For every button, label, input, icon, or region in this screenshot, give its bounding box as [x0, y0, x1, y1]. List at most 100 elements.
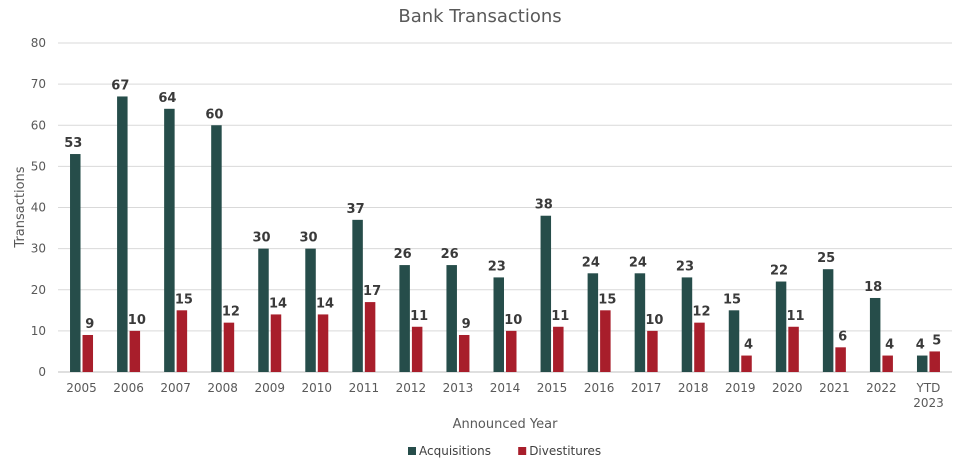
y-tick-label: 10: [31, 324, 46, 338]
legend-swatch-divestitures: [518, 447, 527, 455]
bar-acquisitions: [587, 273, 599, 372]
data-label: 11: [410, 309, 428, 324]
x-tick-label: 2008: [207, 381, 238, 395]
data-label: 4: [885, 338, 894, 353]
bar-divestitures: [82, 334, 94, 372]
y-tick-label: 80: [31, 36, 46, 50]
bar-acquisitions: [117, 96, 128, 373]
bar-divestitures: [694, 322, 705, 372]
x-tick-label: 2005: [66, 381, 97, 395]
data-label: 64: [158, 91, 176, 106]
data-label: 10: [645, 313, 663, 328]
bar-acquisitions: [305, 248, 316, 372]
y-tick-label: 30: [31, 242, 46, 256]
data-label: 11: [787, 309, 805, 324]
x-tick-label: 2013: [443, 381, 474, 395]
bar-acquisitions: [540, 215, 552, 372]
legend: Acquisitions Divestitures: [408, 444, 601, 458]
bar-acquisitions: [258, 248, 269, 372]
bar-acquisitions: [822, 269, 834, 372]
data-label: 5: [932, 333, 941, 348]
data-label: 22: [770, 264, 788, 279]
data-label: 4: [916, 338, 925, 353]
data-label: 6: [838, 329, 847, 344]
y-tick-label: 40: [31, 201, 46, 215]
bar-acquisitions: [70, 154, 81, 372]
data-label: 26: [441, 247, 459, 262]
data-label: 12: [222, 305, 240, 320]
y-tick-label: 20: [31, 283, 46, 297]
x-tick-label: 2006: [113, 381, 144, 395]
x-tick-label: 2007: [160, 381, 191, 395]
bar-acquisitions: [211, 125, 222, 372]
data-label: 4: [744, 338, 753, 353]
x-tick-label: 2010: [302, 381, 333, 395]
data-label: 11: [551, 309, 569, 324]
data-label: 18: [864, 280, 882, 295]
bar-divestitures: [553, 326, 564, 372]
bar-acquisitions: [352, 219, 363, 372]
x-tick-label: 2009: [254, 381, 285, 395]
gridlines: [58, 42, 952, 373]
x-axis-ticks: 2005 2006 2007 2008 2009 2010 2011 2012 2013 2014…: [66, 381, 943, 410]
bar-divestitures: [223, 322, 235, 372]
x-tick-label: 2017: [631, 381, 662, 395]
chart-title: Bank Transactions: [398, 6, 561, 27]
bar-divestitures: [364, 302, 376, 372]
x-tick-label: 2022: [866, 381, 897, 395]
x-tick-label: 2018: [678, 381, 709, 395]
y-axis-title: Transactions: [13, 166, 28, 248]
data-label: 17: [363, 284, 381, 299]
bar-acquisitions: [916, 355, 928, 372]
bar-divestitures: [647, 330, 658, 372]
bar-divestitures: [929, 351, 940, 372]
data-label: 23: [488, 259, 506, 274]
data-label: 15: [598, 292, 616, 307]
x-tick-label: 2021: [819, 381, 850, 395]
data-label: 26: [394, 247, 412, 262]
data-labels: 5396710641560123014301437172611269231038…: [64, 78, 941, 352]
x-tick-label: 2019: [725, 381, 756, 395]
data-label: 53: [64, 136, 82, 151]
bar-divestitures: [882, 355, 893, 372]
bar-divestitures: [835, 347, 846, 372]
y-tick-label: 50: [31, 159, 46, 173]
bar-divestitures: [600, 310, 611, 372]
data-label: 38: [535, 198, 553, 213]
bar-divestitures: [270, 314, 282, 372]
data-label: 9: [462, 317, 471, 332]
data-label: 30: [299, 231, 317, 246]
y-tick-label: 60: [31, 118, 46, 132]
bar-acquisitions: [493, 277, 504, 372]
x-tick-label: 2012: [396, 381, 427, 395]
data-label: 15: [723, 292, 741, 307]
bar-acquisitions: [775, 281, 787, 372]
data-label: 15: [175, 292, 193, 307]
bar-divestitures: [317, 314, 329, 372]
y-axis-ticks: 0 10 20 30 40 50 60 70 80: [31, 36, 46, 379]
legend-label: Divestitures: [529, 444, 601, 458]
x-tick-label: 2011: [349, 381, 380, 395]
data-label: 12: [692, 305, 710, 320]
bar-acquisitions: [446, 265, 457, 372]
data-label: 14: [316, 296, 334, 311]
bar-acquisitions: [164, 108, 175, 373]
data-label: 9: [85, 317, 94, 332]
legend-label: Acquisitions: [419, 444, 491, 458]
x-tick-label: 2014: [490, 381, 521, 395]
bar-divestitures: [741, 355, 752, 372]
bar-acquisitions: [399, 265, 410, 372]
data-label: 24: [582, 255, 600, 270]
data-label: 24: [629, 255, 647, 270]
bar-divestitures: [458, 334, 470, 372]
bar-divestitures: [788, 326, 799, 372]
data-label: 25: [817, 251, 835, 266]
x-axis-title: Announced Year: [453, 417, 559, 432]
x-tick-label: 2015: [537, 381, 568, 395]
bar-divestitures: [506, 330, 517, 372]
y-tick-label: 70: [31, 77, 46, 91]
data-label: 60: [205, 107, 223, 122]
data-label: 37: [347, 202, 365, 217]
data-label: 23: [676, 259, 694, 274]
